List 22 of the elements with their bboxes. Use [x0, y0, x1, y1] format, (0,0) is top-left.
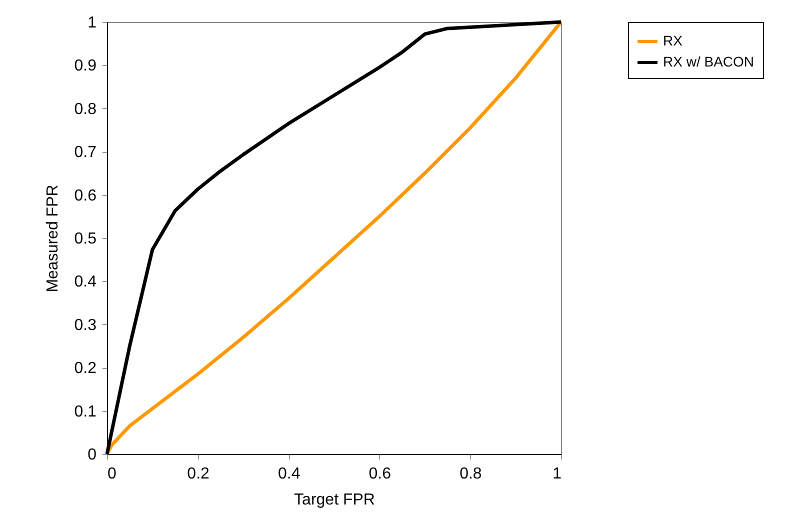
y-tick-label: 0.4	[74, 274, 97, 291]
x-tick-label: 0.6	[368, 466, 392, 482]
legend-label: RX w/ BACON	[663, 54, 754, 70]
y-tick-label: 0.6	[74, 187, 97, 204]
x-tick-label: 0	[108, 466, 116, 482]
y-tick-label: 1	[88, 14, 97, 32]
x-tick-label: 0.4	[278, 466, 300, 482]
y-tick-label: 0.3	[74, 316, 97, 334]
x-tick-label: 1	[552, 466, 562, 482]
y-tick-label: 0.7	[74, 144, 97, 162]
line-series	[105, 20, 563, 456]
x-axis-title: Target FPR	[294, 492, 375, 508]
x-tick-label: 0.8	[460, 466, 482, 482]
y-axis-title: Measured FPR	[44, 184, 62, 292]
y-tick-label: 0.1	[74, 403, 97, 420]
x-tick-label: 0.2	[187, 466, 210, 482]
y-tick-label: 0.8	[74, 100, 97, 118]
legend-label: RX	[663, 32, 684, 48]
y-tick-label: 0.2	[74, 360, 97, 378]
y-tick-label: 0.9	[74, 58, 97, 75]
y-tick-label: 0.5	[74, 230, 97, 248]
y-tick-label: 0	[88, 446, 97, 464]
